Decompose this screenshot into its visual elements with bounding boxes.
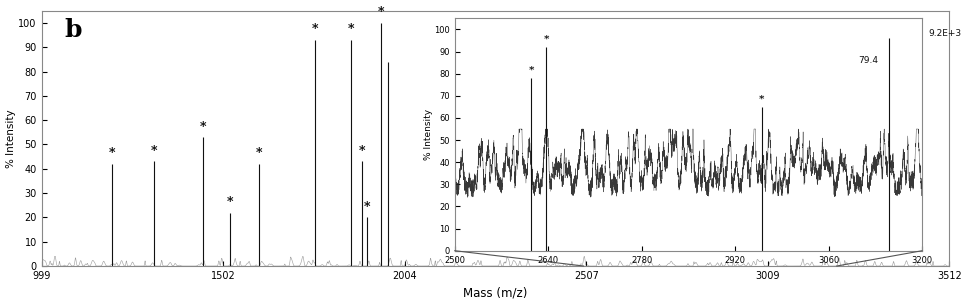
Text: *: * — [312, 23, 318, 36]
Text: *: * — [226, 196, 233, 209]
Text: *: * — [199, 120, 206, 134]
Text: *: * — [348, 23, 354, 36]
Text: *: * — [364, 201, 370, 214]
Text: b: b — [64, 18, 82, 42]
Y-axis label: % Intensity: % Intensity — [6, 109, 16, 168]
Text: *: * — [151, 145, 157, 158]
X-axis label: Mass (m/z): Mass (m/z) — [463, 286, 527, 300]
Text: *: * — [109, 147, 116, 160]
Text: *: * — [358, 145, 365, 158]
Text: *: * — [255, 147, 262, 160]
Text: *: * — [379, 6, 385, 19]
